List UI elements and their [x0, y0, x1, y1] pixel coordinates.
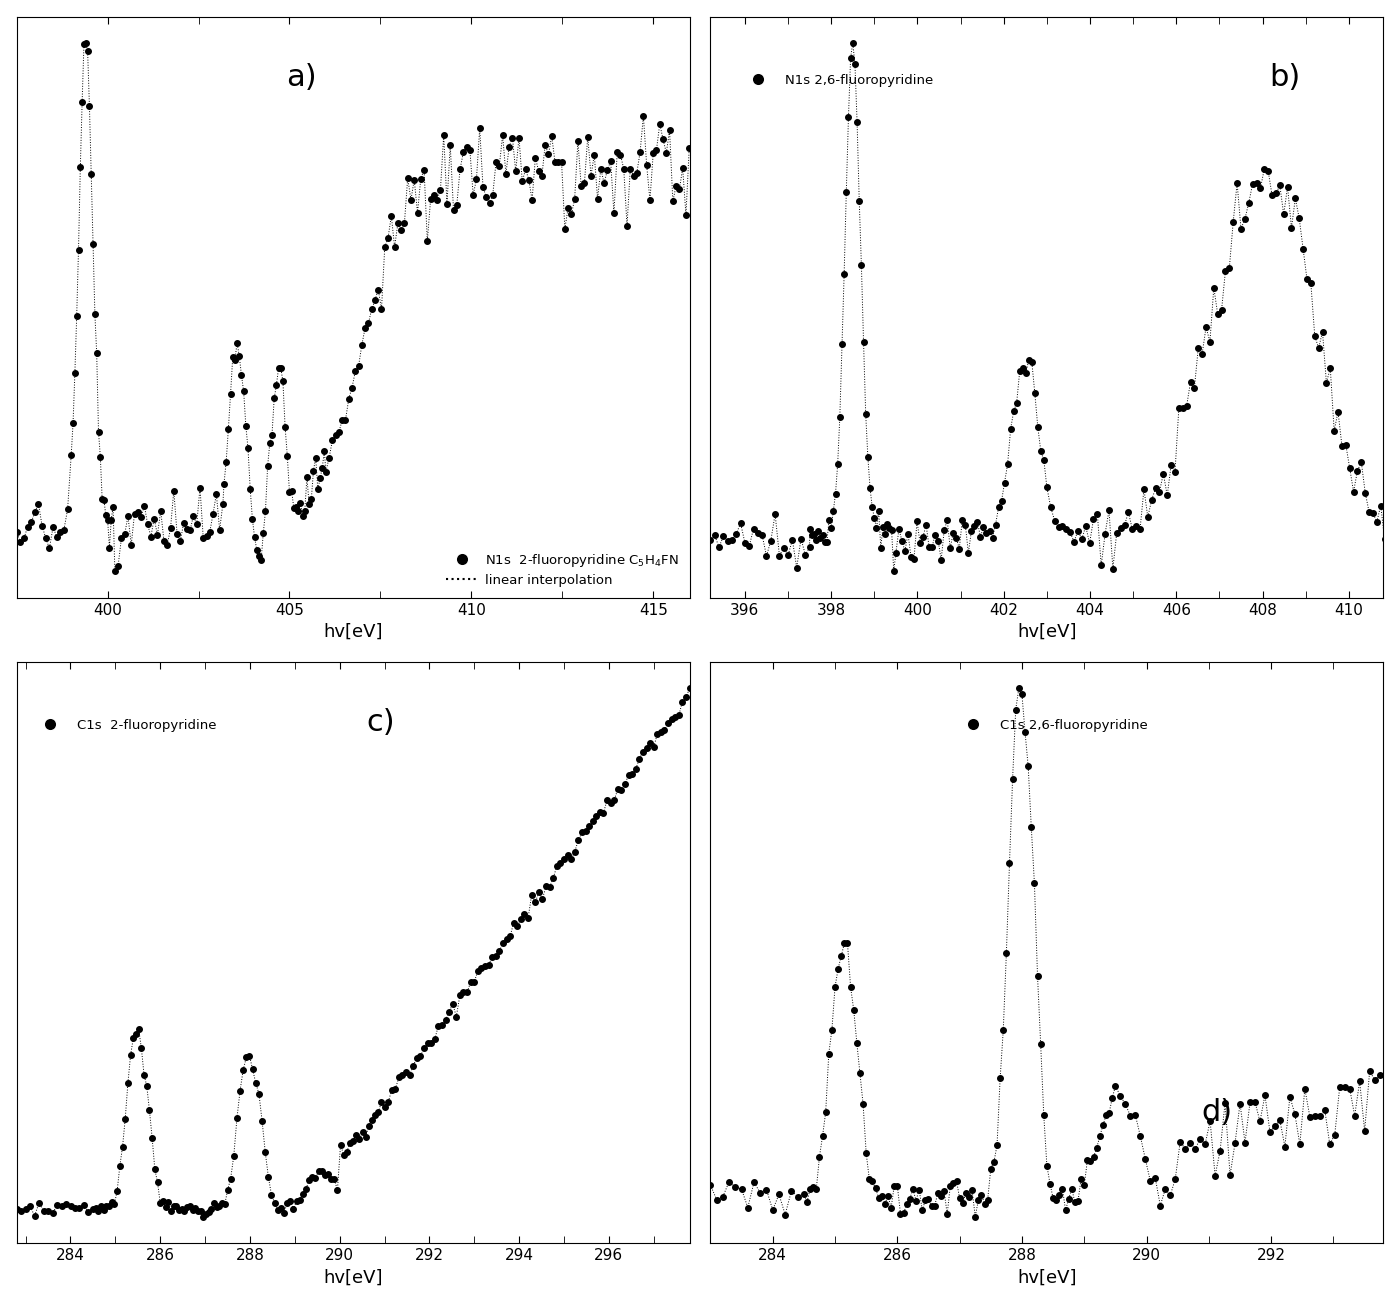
Text: c): c): [367, 709, 395, 737]
Text: b): b): [1268, 63, 1301, 93]
Legend: C1s  2-fluoropyridine: C1s 2-fluoropyridine: [29, 715, 221, 736]
X-axis label: hv[eV]: hv[eV]: [1018, 623, 1077, 641]
Text: d): d): [1201, 1097, 1233, 1127]
X-axis label: hv[eV]: hv[eV]: [323, 623, 382, 641]
Text: a): a): [286, 63, 316, 93]
Legend: C1s 2,6-fluoropyridine: C1s 2,6-fluoropyridine: [952, 715, 1152, 736]
X-axis label: hv[eV]: hv[eV]: [1018, 1268, 1077, 1286]
Legend: N1s  2-fluoropyridine C$_5$H$_4$FN, linear interpolation: N1s 2-fluoropyridine C$_5$H$_4$FN, linea…: [442, 547, 683, 592]
X-axis label: hv[eV]: hv[eV]: [323, 1268, 382, 1286]
Legend: N1s 2,6-fluoropyridine: N1s 2,6-fluoropyridine: [738, 70, 937, 91]
